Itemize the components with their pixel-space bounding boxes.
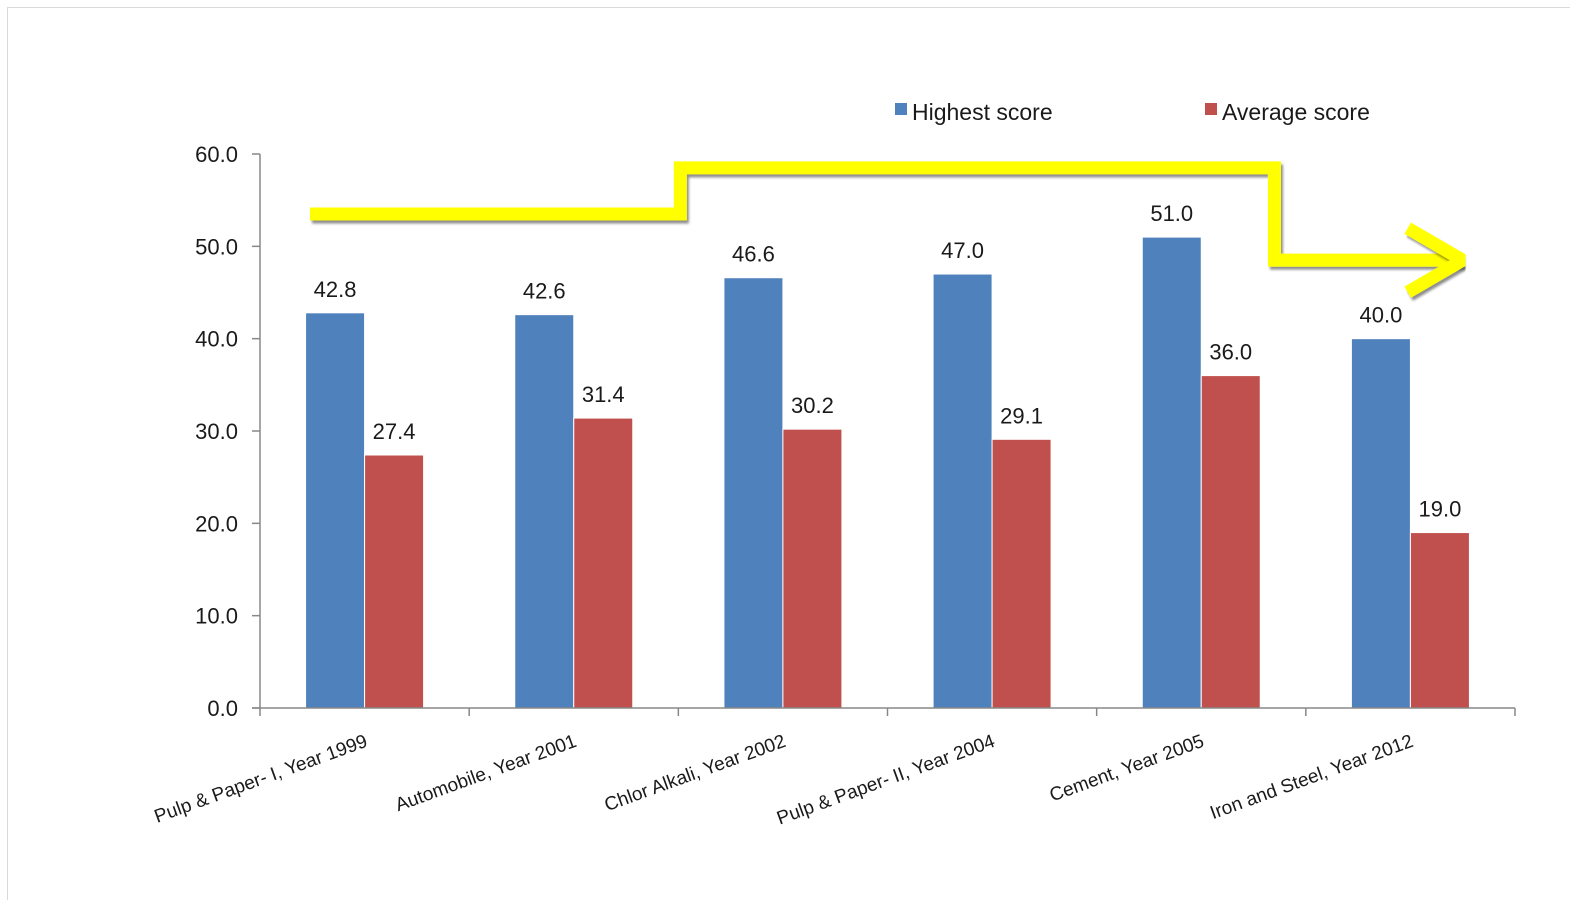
category-label-3: Pulp & Paper- II, Year 2004 — [774, 731, 998, 830]
bar-highest-5 — [1350, 338, 1411, 709]
y-tick-label-0: 0.0 — [207, 696, 238, 721]
category-label-0: Pulp & Paper- I, Year 1999 — [152, 731, 371, 828]
bar-average-0 — [364, 454, 425, 709]
data-label-average-3: 29.1 — [1000, 403, 1043, 428]
category-label-1: Automobile, Year 2001 — [393, 731, 580, 816]
y-tick-label-3: 30.0 — [195, 419, 238, 444]
data-label-highest-2: 46.6 — [732, 242, 775, 267]
y-tick-label-4: 40.0 — [195, 327, 238, 352]
data-label-average-0: 27.4 — [373, 419, 416, 444]
data-label-highest-0: 42.8 — [314, 277, 357, 302]
y-tick-label-2: 20.0 — [195, 511, 238, 536]
data-label-highest-1: 42.6 — [523, 279, 566, 304]
bar-average-2 — [782, 428, 843, 709]
data-label-highest-5: 40.0 — [1360, 303, 1403, 328]
bar-highest-1 — [514, 314, 575, 709]
legend: Highest score Average score — [895, 99, 1370, 125]
data-label-highest-4: 51.0 — [1150, 201, 1193, 226]
category-label-5: Iron and Steel, Year 2012 — [1207, 731, 1416, 824]
data-label-highest-3: 47.0 — [941, 238, 984, 263]
y-tick-label-6: 60.0 — [195, 142, 238, 167]
data-label-average-2: 30.2 — [791, 393, 834, 418]
bar-highest-0 — [305, 312, 366, 709]
bar-highest-3 — [932, 273, 993, 709]
chart-frame — [7, 7, 1570, 900]
data-label-average-5: 19.0 — [1419, 497, 1462, 522]
bar-average-1 — [573, 417, 634, 709]
axes-group — [252, 153, 1516, 716]
trend-arrow-annotation — [310, 161, 1476, 298]
data-label-average-4: 36.0 — [1209, 340, 1252, 365]
category-label-2: Chlor Alkali, Year 2002 — [602, 731, 789, 816]
trend-arrow-line — [310, 161, 1463, 267]
bar-average-4 — [1200, 375, 1261, 709]
y-tick-label-1: 10.0 — [195, 604, 238, 629]
category-label-4: Cement, Year 2005 — [1047, 731, 1207, 806]
data-label-average-1: 31.4 — [582, 382, 625, 407]
legend-label-0: Highest score — [912, 99, 1053, 125]
legend-swatch-0 — [895, 103, 907, 115]
y-tick-label-5: 50.0 — [195, 234, 238, 259]
trend-arrow-head — [1404, 222, 1476, 298]
bar-highest-4 — [1141, 236, 1202, 709]
bars-group — [305, 236, 1470, 709]
legend-swatch-1 — [1205, 103, 1217, 115]
bar-highest-2 — [723, 277, 784, 709]
bar-average-5 — [1409, 532, 1470, 709]
bar-average-3 — [991, 438, 1052, 709]
legend-label-1: Average score — [1222, 99, 1370, 125]
